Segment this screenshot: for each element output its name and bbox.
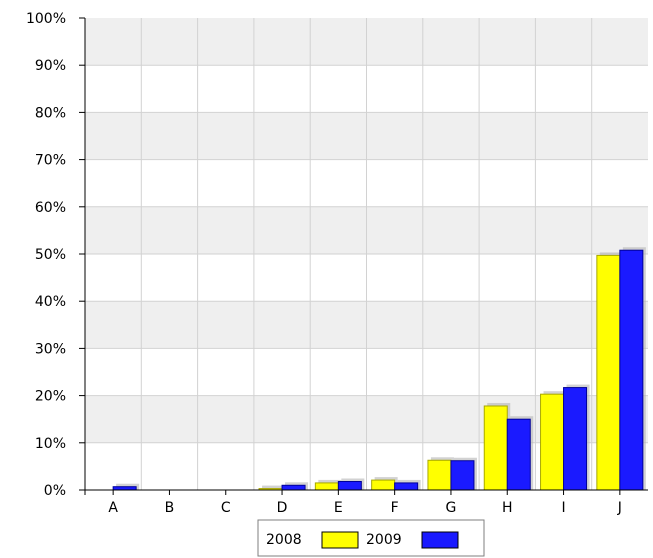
bar-2009-E (337, 481, 362, 491)
x-tick-label: F (391, 500, 399, 516)
y-tick-label: 60% (35, 200, 66, 216)
x-tick-label: E (334, 500, 343, 516)
bar-2008-G (427, 459, 452, 491)
bar-shadow (262, 485, 286, 490)
y-tick-label: 0% (44, 483, 66, 499)
bar-2009-H (506, 418, 531, 491)
bar-2008-H (483, 405, 508, 491)
y-axis-ticks: 0% 10% 20% 30% 40% 50% 60% 70% 80% 90% 100% (26, 11, 85, 499)
y-tick-label: 100% (26, 11, 66, 27)
y-tick-label: 40% (35, 294, 66, 310)
x-tick-label: H (502, 500, 513, 516)
bar-2008-F (371, 479, 396, 491)
legend-label: 2008 (266, 532, 302, 548)
bar-2009-D (281, 484, 306, 491)
y-tick-label: 70% (35, 153, 66, 169)
legend-swatch (421, 531, 459, 549)
x-axis-ticks: A B C D E F G H I J (108, 490, 622, 516)
x-tick-label: I (561, 500, 565, 516)
legend: 2008 2009 (257, 519, 485, 557)
y-tick-label: 20% (35, 389, 66, 405)
y-tick-label: 90% (35, 58, 66, 74)
y-tick-label: 80% (35, 105, 66, 121)
bar-2008-I (540, 393, 565, 491)
y-tick-label: 50% (35, 247, 66, 263)
vertical-gridlines (140, 18, 593, 490)
bar-2009-F (394, 482, 419, 491)
y-tick-label: 30% (35, 341, 66, 357)
x-tick-label: B (165, 500, 175, 516)
x-tick-label: J (617, 500, 622, 516)
bars (112, 247, 646, 491)
legend-label: 2009 (366, 532, 402, 548)
bar-2009-I (563, 387, 588, 491)
x-tick-label: A (108, 500, 118, 516)
bar-2008-J (596, 254, 621, 491)
x-tick-label: D (277, 500, 288, 516)
x-tick-label: G (446, 500, 457, 516)
y-tick-label: 10% (35, 436, 66, 452)
bar-2009-G (450, 460, 475, 491)
legend-swatch (321, 531, 359, 549)
bar-2008-E (314, 482, 339, 491)
bar-2009-J (619, 249, 644, 491)
x-tick-label: C (221, 500, 231, 516)
